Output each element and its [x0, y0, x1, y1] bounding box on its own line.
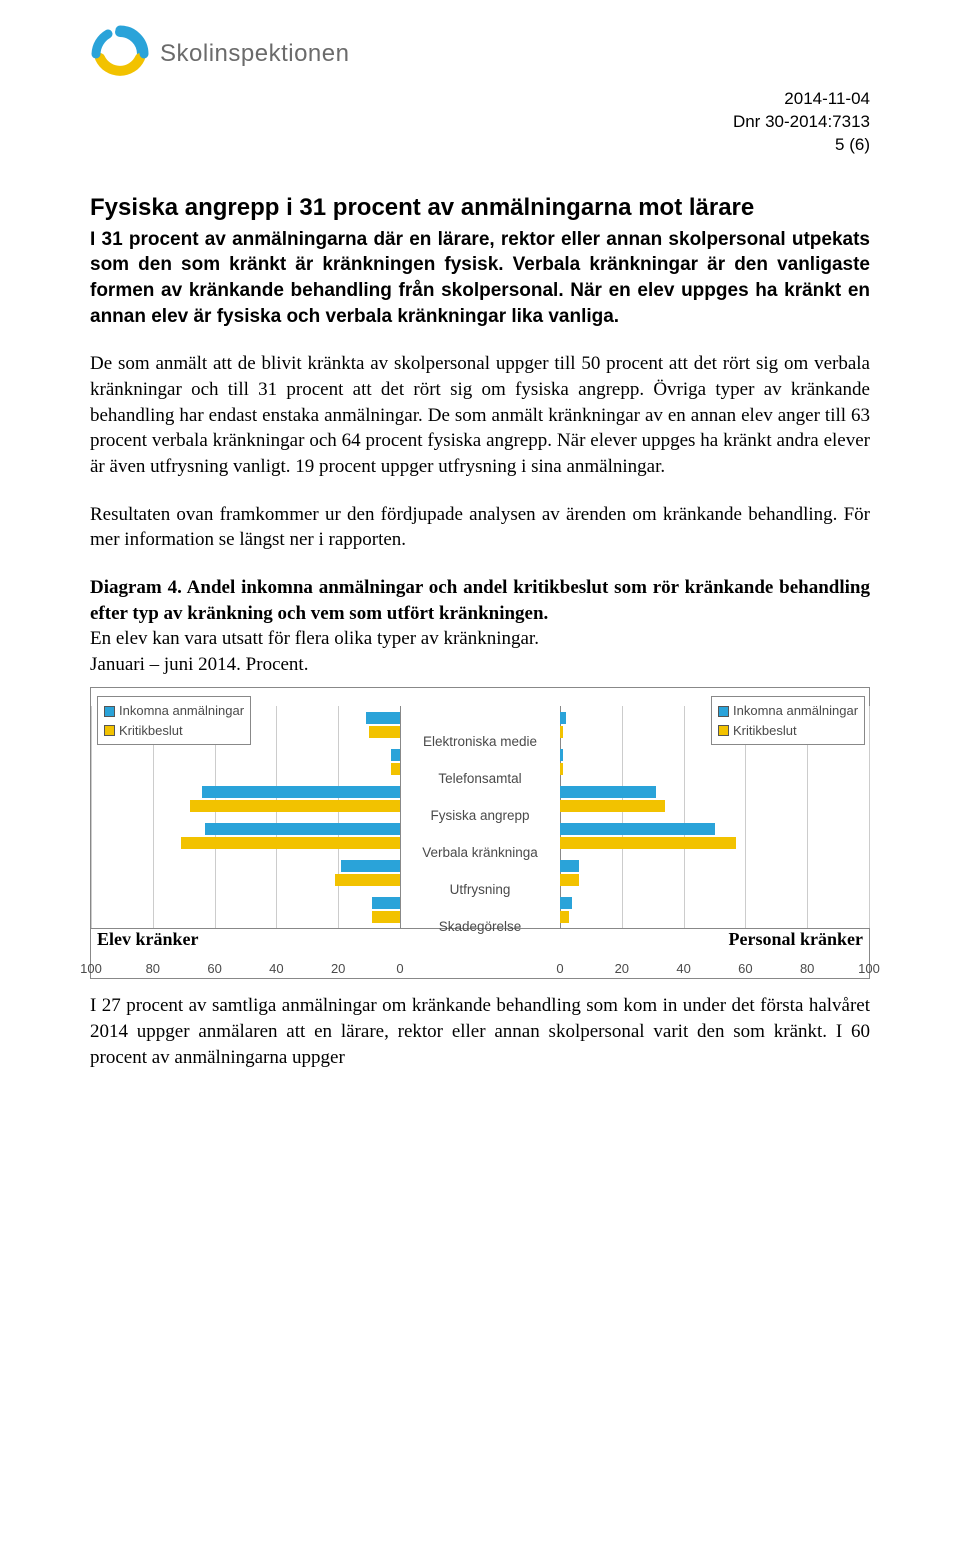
- chart-legend-item: Kritikbeslut: [718, 721, 858, 741]
- chart-legend-label: Inkomna anmälningar: [733, 701, 858, 721]
- chart-gridline: [276, 706, 277, 928]
- chart-tick-label: 80: [146, 961, 160, 976]
- meta-page: 5 (6): [90, 134, 870, 157]
- chart-category-label: Telefonsamtal: [400, 771, 560, 786]
- chart-bar-left-inkomna: [341, 860, 400, 872]
- chart-bar-left-kritik: [190, 800, 400, 812]
- meta-date: 2014-11-04: [90, 88, 870, 111]
- chart-bar-right-inkomna: [560, 749, 563, 761]
- document-metadata: 2014-11-04 Dnr 30-2014:7313 5 (6): [90, 88, 870, 157]
- chart-bar-right-inkomna: [560, 823, 715, 835]
- chart-tick-label: 0: [396, 961, 403, 976]
- lead-paragraph: I 31 procent av anmälningarna där en lär…: [90, 227, 870, 330]
- chart-bar-left-inkomna: [205, 823, 400, 835]
- chart-tick-label: 0: [556, 961, 563, 976]
- chart-legend: Inkomna anmälningarKritikbeslut: [711, 696, 865, 745]
- section-heading: Fysiska angrepp i 31 procent av anmälnin…: [90, 193, 870, 223]
- chart-bar-left-inkomna: [366, 712, 400, 724]
- diagram-4-chart: 002020404060608080100100Elektroniska med…: [90, 687, 870, 979]
- chart-y-axis: [560, 706, 561, 928]
- diagram-caption-line-1: En elev kan vara utsatt för flera olika …: [90, 626, 870, 652]
- chart-tick-label: 60: [738, 961, 752, 976]
- body-paragraph-1: De som anmält att de blivit kränkta av s…: [90, 351, 870, 479]
- chart-tick-label: 20: [615, 961, 629, 976]
- chart-category-label: Fysiska angrepp: [400, 808, 560, 823]
- chart-legend-item: Inkomna anmälningar: [104, 701, 244, 721]
- chart-bar-left-kritik: [181, 837, 400, 849]
- chart-bar-right-kritik: [560, 874, 579, 886]
- chart-tick-label: 80: [800, 961, 814, 976]
- chart-category-label: Elektroniska medie: [400, 734, 560, 749]
- chart-bar-right-inkomna: [560, 712, 566, 724]
- chart-bar-left-kritik: [391, 763, 400, 775]
- chart-legend-item: Inkomna anmälningar: [718, 701, 858, 721]
- chart-legend-swatch: [104, 725, 115, 736]
- chart-gridline: [91, 706, 92, 928]
- chart-bar-left-inkomna: [391, 749, 400, 761]
- chart-category-label: Utfrysning: [400, 882, 560, 897]
- chart-legend-item: Kritikbeslut: [104, 721, 244, 741]
- chart-bar-right-kritik: [560, 726, 563, 738]
- chart-legend-swatch: [718, 725, 729, 736]
- chart-tick-label: 100: [80, 961, 102, 976]
- logo-text: Skolinspektionen: [160, 40, 349, 68]
- logo-icon: [90, 24, 150, 84]
- diagram-caption-bold: Diagram 4. Andel inkomna anmälningar och…: [90, 575, 870, 626]
- chart-bar-right-inkomna: [560, 860, 579, 872]
- chart-legend: Inkomna anmälningarKritikbeslut: [97, 696, 251, 745]
- chart-category-label: Skadegörelse: [400, 919, 560, 934]
- chart-bar-right-inkomna: [560, 786, 656, 798]
- chart-gridline: [869, 706, 870, 928]
- chart-left-title: Elev kränker: [97, 929, 199, 950]
- chart-tick-label: 60: [207, 961, 221, 976]
- chart-legend-swatch: [104, 706, 115, 717]
- chart-bar-right-inkomna: [560, 897, 572, 909]
- chart-right-title: Personal kränker: [729, 929, 864, 950]
- chart-bar-left-inkomna: [202, 786, 400, 798]
- chart-category-label: Verbala kränkninga: [400, 845, 560, 860]
- chart-tick-label: 100: [858, 961, 880, 976]
- chart-bar-left-kritik: [369, 726, 400, 738]
- chart-tick-label: 40: [269, 961, 283, 976]
- chart-gridline: [622, 706, 623, 928]
- diagram-caption-line-2: Januari – juni 2014. Procent.: [90, 652, 870, 678]
- chart-bar-right-kritik: [560, 911, 569, 923]
- body-paragraph-2: Resultaten ovan framkommer ur den fördju…: [90, 502, 870, 553]
- chart-tick-label: 40: [676, 961, 690, 976]
- chart-bar-right-kritik: [560, 800, 665, 812]
- logo: Skolinspektionen: [90, 24, 870, 84]
- chart-bar-left-kritik: [372, 911, 400, 923]
- chart-legend-swatch: [718, 706, 729, 717]
- footer-paragraph: I 27 procent av samtliga anmälningar om …: [90, 993, 870, 1070]
- chart-bar-left-kritik: [335, 874, 400, 886]
- chart-bar-right-kritik: [560, 763, 563, 775]
- chart-bar-right-kritik: [560, 837, 736, 849]
- chart-gridline: [684, 706, 685, 928]
- chart-y-axis: [400, 706, 401, 928]
- chart-legend-label: Kritikbeslut: [733, 721, 797, 741]
- chart-bar-left-inkomna: [372, 897, 400, 909]
- chart-gridline: [338, 706, 339, 928]
- chart-tick-label: 20: [331, 961, 345, 976]
- chart-legend-label: Kritikbeslut: [119, 721, 183, 741]
- meta-dnr: Dnr 30-2014:7313: [90, 111, 870, 134]
- chart-legend-label: Inkomna anmälningar: [119, 701, 244, 721]
